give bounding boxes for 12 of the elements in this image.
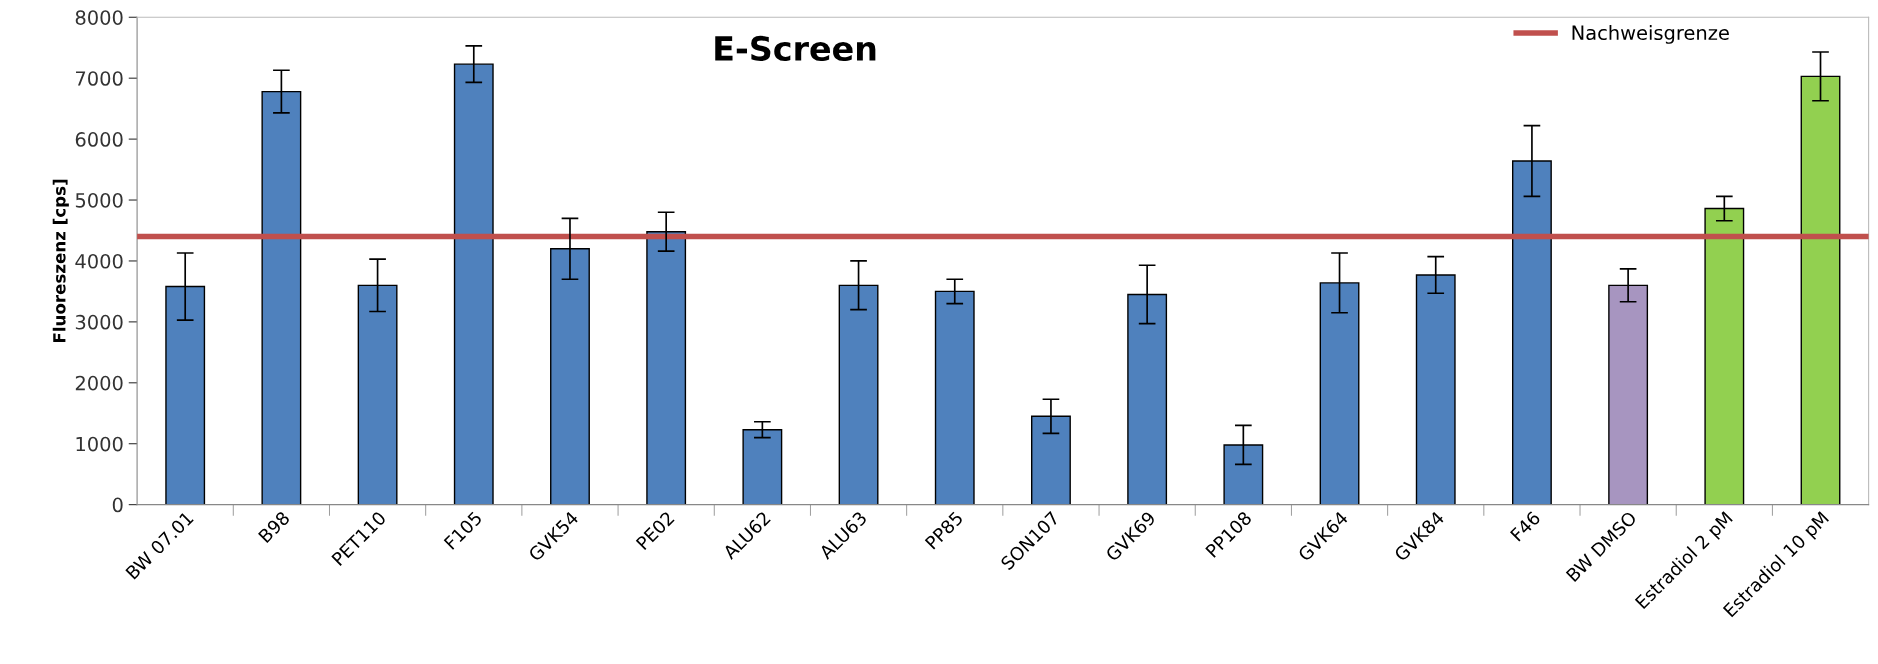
y-tick-label: 3000	[75, 314, 123, 330]
y-tick-label: 7000	[76, 71, 123, 86]
y-tick-label: 1000	[76, 436, 123, 452]
y-tick-label: 8000	[75, 10, 123, 25]
chart-title: E-Screen	[715, 35, 876, 62]
y-tick-label: 6000	[75, 132, 123, 147]
y-tick-label: 4000	[75, 253, 123, 269]
y-tick-label: 2000	[75, 375, 123, 391]
legend-label: Nachweisgrenze	[1572, 25, 1729, 44]
y-axis-title: Fluoreszenz [cps]	[52, 179, 69, 343]
y-tick-label: 5000	[75, 192, 123, 208]
y-tick-label: 0	[112, 497, 123, 513]
